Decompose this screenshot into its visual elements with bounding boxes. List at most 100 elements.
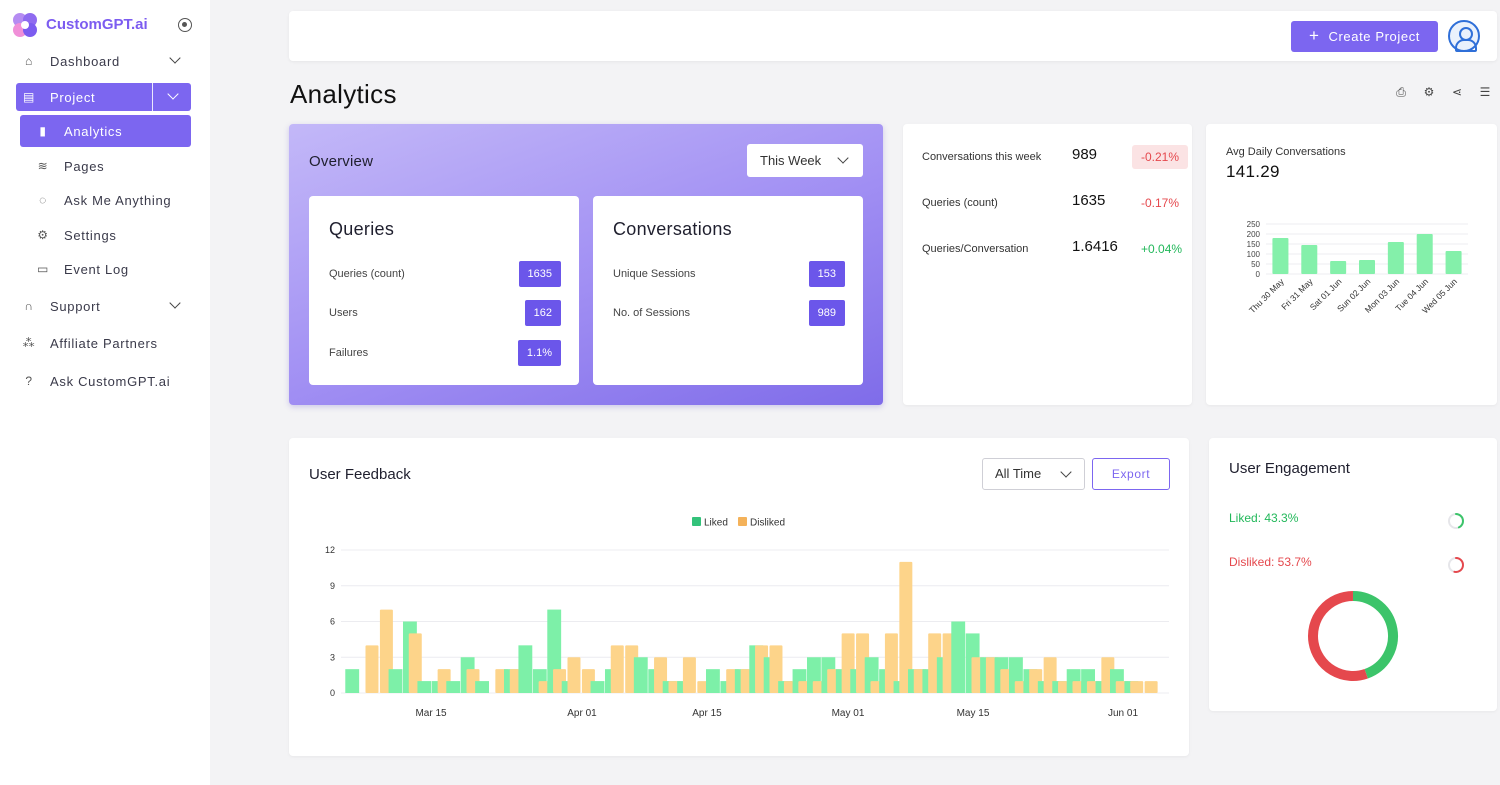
stat-label: Failures	[329, 347, 369, 359]
avg-daily-label: Avg Daily Conversations	[1226, 146, 1346, 158]
period-select[interactable]: This Week	[747, 144, 863, 177]
disliked-bar	[769, 645, 783, 693]
x-tick-label: May 01	[832, 708, 865, 719]
clipboard-icon: ▤	[22, 90, 36, 104]
legend-label: Disliked	[750, 518, 785, 529]
split-divider	[151, 83, 153, 111]
headset-icon: ∩	[24, 299, 34, 313]
liked-percent: Liked: 43.3%	[1229, 511, 1299, 525]
user-engagement-card: User Engagement Liked: 43.3% Disliked: 5…	[1209, 438, 1497, 711]
liked-bar	[518, 645, 533, 693]
stat-row: Unique Sessions 153	[613, 261, 845, 287]
download-file-icon[interactable]: ⎙	[1396, 85, 1406, 99]
user-avatar[interactable]	[1448, 20, 1480, 52]
weekly-stat-label: Conversations this week	[922, 151, 1042, 163]
page-actions: ⎙ ⚙ ⋖ ☰	[1394, 85, 1494, 101]
sidebar-item-label: Pages	[64, 158, 105, 174]
stat-badge: 1.1%	[517, 340, 561, 366]
sidebar-item-affiliate-partners[interactable]: ⁂ Affiliate Partners	[16, 329, 191, 357]
list-icon[interactable]: ☰	[1479, 85, 1491, 99]
y-tick-label: 0	[1256, 270, 1261, 279]
sidebar-item-pages[interactable]: ≋ Pages	[20, 152, 191, 180]
liked-progress-ring	[1448, 513, 1464, 529]
weekly-stats-card: Conversations this week 989 -0.21% Queri…	[903, 124, 1192, 405]
x-tick-label: May 15	[957, 708, 990, 719]
disliked-bar	[567, 657, 581, 693]
create-project-button[interactable]: + Create Project	[1291, 21, 1438, 52]
share-icon[interactable]: ⋖	[1451, 85, 1463, 99]
y-tick-label: 12	[325, 545, 335, 555]
bar	[1445, 251, 1462, 274]
liked-row: Liked: 43.3%	[1229, 511, 1479, 531]
sidebar-item-ask-customgpt[interactable]: ? Ask CustomGPT.ai	[16, 367, 191, 395]
disliked-bar	[682, 657, 696, 693]
y-tick-label: 3	[330, 652, 335, 662]
home-icon: ⌂	[25, 54, 33, 68]
conversations-box: Conversations Unique Sessions 153 No. of…	[593, 196, 863, 385]
legend-label: Liked	[704, 518, 728, 529]
plus-icon: +	[1308, 25, 1320, 45]
avg-daily-value: 141.29	[1226, 162, 1280, 181]
chevron-down-icon[interactable]	[167, 88, 179, 100]
weekly-stat-value: 989	[1072, 146, 1098, 163]
brand-name: CustomGPT.ai	[46, 16, 148, 33]
liked-bar	[417, 681, 432, 693]
stat-badge: 989	[808, 300, 845, 326]
range-select[interactable]: All Time	[982, 458, 1085, 490]
stat-label: Queries (count)	[329, 268, 405, 280]
disliked-percent: Disliked: 53.7%	[1229, 555, 1312, 569]
x-tick-label: Apr 01	[567, 708, 597, 719]
y-tick-label: 150	[1247, 240, 1261, 249]
y-tick-label: 9	[330, 581, 335, 591]
sidebar-toggle-icon[interactable]	[178, 18, 192, 32]
x-tick-label: Jun 01	[1108, 708, 1138, 719]
avg-daily-card: Avg Daily Conversations 141.29 0 50 100 150…	[1206, 124, 1497, 405]
conversations-title: Conversations	[613, 219, 732, 239]
weekly-stat-delta: +0.04%	[1141, 242, 1183, 256]
user-feedback-chart: 0 3 6 9 12 Liked Disliked Mar 15 Apr 01 Apr 15 May…	[325, 517, 1169, 719]
user-feedback-title: User Feedback	[309, 466, 411, 483]
liked-bar	[633, 657, 648, 693]
weekly-stat-delta: -0.17%	[1141, 196, 1180, 210]
export-button[interactable]: Export	[1092, 458, 1170, 490]
weekly-stat-value: 1635	[1072, 192, 1106, 209]
network-icon: ⁂	[22, 336, 36, 350]
bar-chart-icon: ▮	[39, 124, 47, 138]
stat-label: No. of Sessions	[613, 307, 691, 319]
sidebar-item-dashboard[interactable]: ⌂ Dashboard	[16, 47, 191, 75]
weekly-stat-row: Queries/Conversation 1.6416 +0.04%	[922, 234, 1192, 264]
database-icon: ≋	[37, 159, 49, 173]
sidebar-item-label: Settings	[64, 227, 117, 243]
queries-title: Queries	[329, 219, 395, 239]
overview-title: Overview	[309, 153, 374, 170]
sidebar-item-ask-me-anything[interactable]: ◌ Ask Me Anything	[20, 186, 191, 214]
disliked-bar	[610, 645, 624, 693]
sidebar-item-label: Dashboard	[50, 53, 120, 69]
gear-icon: ⚙	[37, 228, 49, 242]
gear-icon[interactable]: ⚙	[1423, 85, 1435, 99]
liked-bar	[706, 669, 720, 693]
liked-slice	[1352, 591, 1398, 679]
sidebar-item-analytics[interactable]: ▮ Analytics	[20, 115, 191, 147]
create-project-label: Create Project	[1328, 29, 1421, 44]
sidebar-item-settings[interactable]: ⚙ Settings	[20, 221, 191, 249]
sidebar-item-project[interactable]: ▤ Project	[16, 83, 191, 111]
stat-row: Users 162	[329, 300, 561, 326]
stat-row: No. of Sessions 989	[613, 300, 845, 326]
sidebar-item-label: Ask Me Anything	[64, 192, 172, 208]
queries-box: Queries Queries (count) 1635 Users 162 F…	[309, 196, 579, 385]
sidebar-item-event-log[interactable]: ▭ Event Log	[20, 255, 191, 283]
sidebar-item-label: Analytics	[64, 123, 123, 139]
disliked-slice	[1308, 591, 1368, 681]
chevron-down-icon	[169, 297, 181, 309]
y-tick-label: 200	[1247, 230, 1261, 239]
user-feedback-card: User Feedback All Time Export 0 3 6 9 12 Like…	[289, 438, 1189, 756]
disliked-row: Disliked: 53.7%	[1229, 555, 1479, 575]
disliked-progress-ring	[1448, 557, 1464, 573]
sidebar-item-support[interactable]: ∩ Support	[16, 292, 191, 320]
stat-label: Users	[329, 307, 358, 319]
liked-bar	[951, 621, 966, 693]
top-bar: + Create Project	[289, 11, 1497, 61]
bar	[1301, 245, 1318, 274]
